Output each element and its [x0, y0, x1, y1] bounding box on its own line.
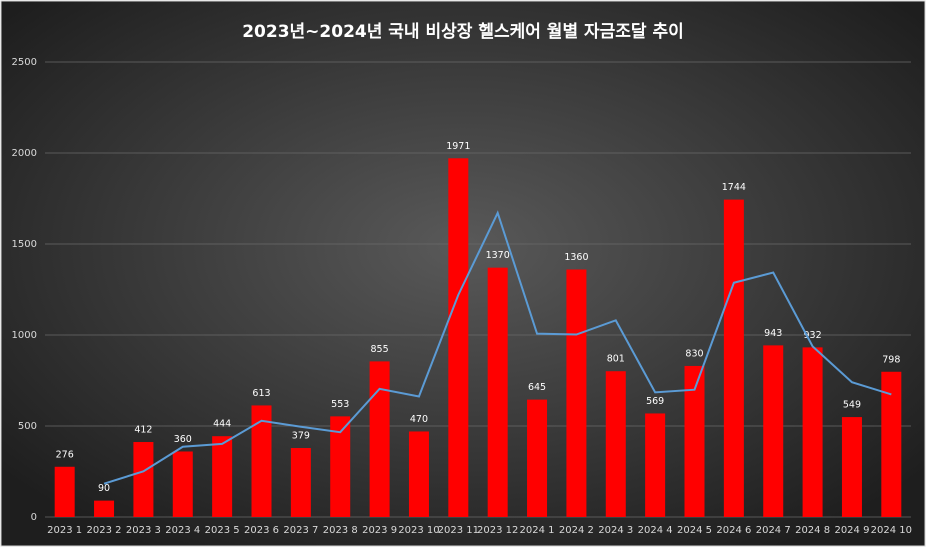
value-label: 613 [252, 388, 270, 399]
x-tick-label: 2024 4 [638, 525, 673, 536]
x-tick-label: 2023 5 [205, 525, 240, 536]
x-tick-label: 2023 9 [362, 525, 397, 536]
chart-title: 2023년~2024년 국내 비상장 헬스케어 월별 자금조달 추이 [242, 21, 684, 42]
value-label: 830 [685, 348, 703, 359]
x-tick-label: 2024 10 [871, 525, 912, 536]
bar [841, 417, 862, 517]
value-label: 412 [134, 425, 152, 436]
bar [330, 416, 351, 517]
bar [487, 267, 508, 517]
value-label: 1360 [564, 252, 588, 263]
x-tick-label: 2023 7 [283, 525, 318, 536]
y-tick-label: 1000 [12, 330, 37, 341]
value-label: 553 [331, 399, 349, 410]
value-label: 276 [56, 449, 74, 460]
x-tick-label: 2023 6 [244, 525, 279, 536]
x-tick-label: 2024 1 [520, 525, 555, 536]
x-tick-label: 2024 8 [795, 525, 830, 536]
bar [723, 199, 744, 518]
value-label: 855 [371, 344, 389, 355]
x-tick-label: 2023 8 [323, 525, 358, 536]
value-label: 470 [410, 414, 428, 425]
value-label: 1744 [722, 182, 746, 193]
x-tick-label: 2024 6 [716, 525, 751, 536]
y-tick-label: 0 [31, 512, 37, 523]
value-label: 90 [98, 483, 110, 494]
value-label: 569 [646, 396, 664, 407]
x-tick-label: 2024 5 [677, 525, 712, 536]
bar [527, 399, 548, 517]
y-tick-label: 500 [18, 421, 37, 432]
x-tick-label: 2024 3 [598, 525, 633, 536]
bar [605, 371, 626, 517]
value-label: 549 [843, 400, 861, 411]
x-tick-label: 2023 2 [87, 525, 122, 536]
bar [881, 371, 902, 517]
bar [290, 448, 311, 517]
x-tick-label: 2023 11 [438, 525, 479, 536]
bar [566, 269, 587, 517]
value-label: 798 [882, 354, 900, 365]
x-tick-label: 2023 10 [398, 525, 439, 536]
y-tick-label: 2500 [12, 57, 37, 68]
value-label: 1370 [486, 250, 510, 261]
line [103, 210, 892, 485]
bar [763, 345, 784, 517]
bar [251, 405, 272, 517]
y-tick-label: 2000 [12, 148, 37, 159]
y-tick-label: 1500 [12, 239, 37, 250]
bar [408, 431, 429, 517]
bar [684, 365, 705, 517]
x-tick-label: 2024 2 [559, 525, 594, 536]
bar [54, 466, 75, 517]
value-label: 1971 [446, 141, 470, 152]
x-tick-label: 2023 4 [165, 525, 200, 536]
x-tick-label: 2024 7 [756, 525, 791, 536]
bar [448, 158, 469, 517]
x-tick-label: 2023 12 [477, 525, 518, 536]
value-label: 379 [292, 431, 310, 442]
value-label: 932 [804, 330, 822, 341]
x-tick-label: 2023 1 [47, 525, 82, 536]
bar [133, 442, 154, 517]
bar [645, 413, 666, 517]
x-tick-label: 2023 3 [126, 525, 161, 536]
value-label: 444 [213, 419, 231, 430]
x-tick-label: 2024 9 [834, 525, 869, 536]
bar [212, 436, 233, 517]
bar [369, 361, 390, 517]
bar [172, 451, 193, 517]
value-label: 645 [528, 382, 546, 393]
value-label: 801 [607, 354, 625, 365]
value-label: 360 [174, 434, 192, 445]
bar [802, 347, 823, 517]
bar [94, 500, 115, 517]
value-label: 943 [764, 328, 782, 339]
